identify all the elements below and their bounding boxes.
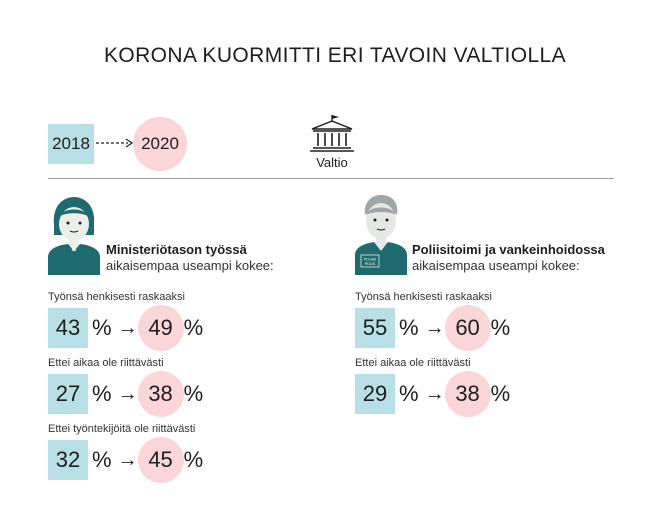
- row-label: Ettei aikaa ole riittävästi: [48, 357, 164, 369]
- stat-row: 43 % → 49 %: [48, 305, 204, 351]
- stat-row: 29 % → 38 %: [355, 371, 511, 417]
- group-heading-ministry: Ministeriötason työssä: [106, 242, 247, 257]
- percent-sign: %: [183, 381, 204, 406]
- woman-avatar-icon: [48, 197, 100, 275]
- percent-sign: %: [490, 315, 511, 340]
- value-2020: 49: [137, 305, 184, 351]
- row-label: Ettei työntekijöitä ole riittävästi: [48, 423, 196, 435]
- arrow-icon: →: [424, 316, 445, 339]
- row-label: Ettei aikaa ole riittävästi: [355, 357, 471, 369]
- row-label: Työnsä henkisesti raskaaksi: [48, 291, 185, 303]
- value-2020: 60: [444, 305, 491, 351]
- percent-sign: %: [183, 447, 204, 472]
- stat-row: 32 % → 45 %: [48, 437, 204, 483]
- arrow-icon: →: [424, 382, 445, 405]
- value-2018: 32: [48, 440, 88, 480]
- year-to-circle: 2020: [133, 117, 187, 171]
- stat-row: 55 % → 60 %: [355, 305, 511, 351]
- group-subheading-police: aikaisempaa useampi kokee:: [412, 258, 580, 273]
- dashed-arrow-icon: [96, 138, 134, 148]
- value-2020: 45: [137, 437, 184, 483]
- stat-row: 27 % → 38 %: [48, 371, 204, 417]
- percent-sign: %: [92, 315, 112, 340]
- percent-sign: %: [399, 381, 419, 406]
- percent-sign: %: [92, 381, 112, 406]
- government-building-icon: [310, 115, 354, 152]
- arrow-icon: →: [117, 448, 138, 471]
- page-title: KORONA KUORMITTI ERI TAVOIN VALTIOLLA: [103, 44, 567, 67]
- value-2018: 27: [48, 374, 88, 414]
- value-2018: 29: [355, 374, 395, 414]
- year-from-box: 2018: [48, 124, 94, 164]
- percent-sign: %: [399, 315, 419, 340]
- valtio-label: Valtio: [316, 155, 348, 170]
- value-2018: 43: [48, 308, 88, 348]
- value-2018: 55: [355, 308, 395, 348]
- percent-sign: %: [490, 381, 511, 406]
- value-2020: 38: [444, 371, 491, 417]
- percent-sign: %: [183, 315, 204, 340]
- section-divider: [48, 178, 614, 179]
- row-label: Työnsä henkisesti raskaaksi: [355, 291, 492, 303]
- svg-text:POLIS: POLIS: [365, 262, 376, 266]
- percent-sign: %: [92, 447, 112, 472]
- value-2020: 38: [137, 371, 184, 417]
- arrow-icon: →: [117, 382, 138, 405]
- svg-text:POLIISI: POLIISI: [364, 258, 376, 262]
- arrow-icon: →: [117, 316, 138, 339]
- group-heading-police: Poliisitoimi ja vankeinhoidossa: [412, 242, 605, 257]
- police-officer-avatar-icon: POLIISI POLIS: [355, 195, 407, 275]
- group-subheading-ministry: aikaisempaa useampi kokee:: [106, 258, 274, 273]
